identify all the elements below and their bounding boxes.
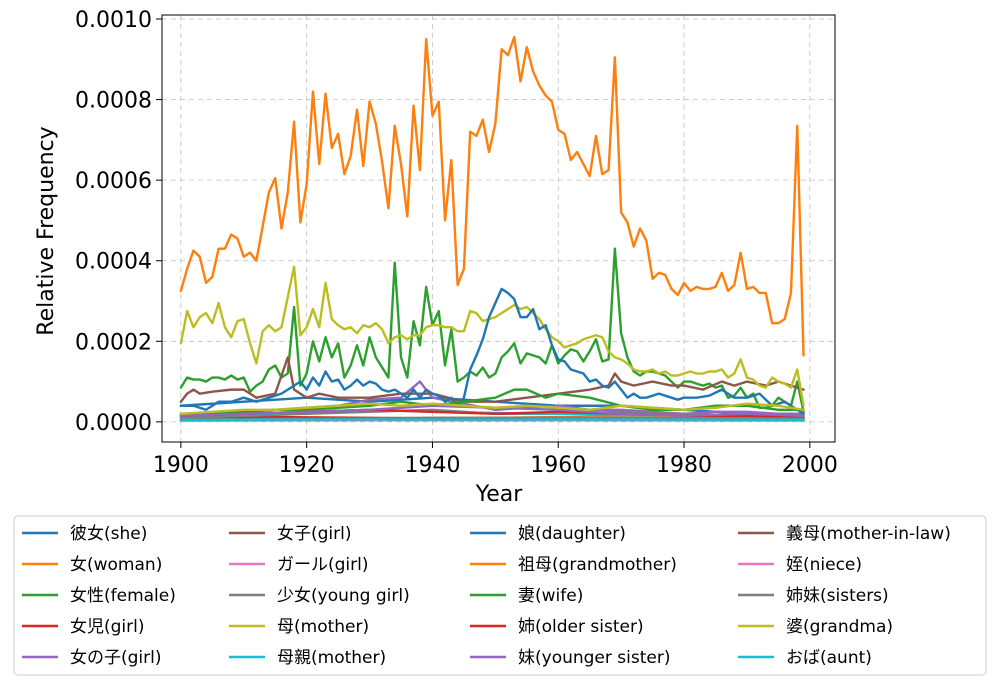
y-tick-label: 0.0004 [75,250,152,275]
grid [162,15,835,442]
x-tick-label: 1920 [279,453,335,478]
legend-label-17: 姉妹(sisters) [786,586,889,606]
legend: 彼女(she) 女(woman) 女性(female) 女児(girl) 女の子(gir… [13,515,987,676]
series-layer [179,35,805,422]
legend-label-13: 姉(older sister) [518,617,644,637]
x-tick-label: 1940 [404,453,460,478]
axes: 1900 1920 1940 1960 1980 2000 0.0000 0.0002 0.00… [75,8,838,478]
legend-label-16: 姪(niece) [786,555,862,575]
legend-label-6: ガール(girl) [277,555,369,575]
x-axis-label: Year [475,482,524,507]
x-tick-label: 1900 [153,453,209,478]
legend-label-8: 母(mother) [277,617,369,637]
y-tick-label: 0.0006 [75,169,152,194]
series-line-1 [179,35,805,357]
legend-label-1: 女(woman) [70,555,162,575]
legend-label-14: 妹(younger sister) [518,648,670,668]
legend-label-5: 女子(girl) [277,524,352,544]
legend-label-19: おば(aunt) [786,648,872,668]
legend-label-18: 婆(grandma) [786,617,893,637]
axes-frame [161,14,836,443]
y-tick-label: 0.0000 [75,411,152,436]
y-tick-label: 0.0008 [75,89,152,114]
legend-label-15: 義母(mother-in-law) [786,524,951,544]
series-line-8 [179,265,805,407]
y-tick-label: 0.0010 [75,8,152,33]
legend-label-7: 少女(young girl) [277,586,410,606]
legend-label-3: 女児(girl) [70,617,145,637]
x-tick-label: 1960 [530,453,586,478]
series-line-10 [179,287,805,415]
y-tick-label: 0.0002 [75,330,152,355]
legend-label-12: 妻(wife) [518,586,583,606]
series-line-18 [179,402,805,415]
legend-label-10: 娘(daughter) [518,524,626,544]
legend-label-4: 女の子(girl) [70,648,162,668]
series-line-2 [179,247,805,413]
x-tick-label: 1980 [656,453,712,478]
y-axis-label: Relative Frequency [34,126,59,335]
legend-label-11: 祖母(grandmother) [518,555,677,575]
x-tick-label: 2000 [782,453,838,478]
legend-label-2: 女性(female) [70,586,176,606]
legend-label-0: 彼女(she) [70,524,147,544]
legend-label-9: 母親(mother) [277,648,386,668]
series-line-5 [179,356,805,403]
